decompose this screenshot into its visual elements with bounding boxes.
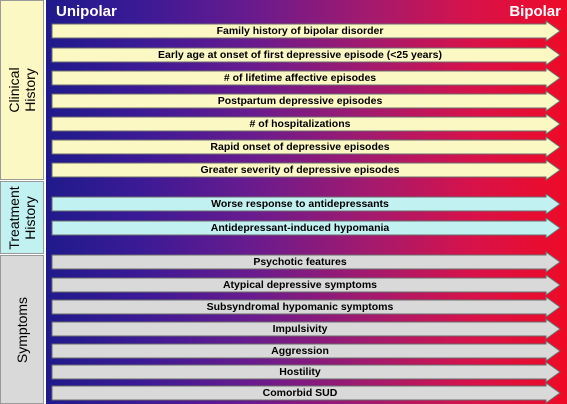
arrow-label-11: Atypical depressive symptoms	[222, 278, 378, 291]
arrow-label-13: Impulsivity	[272, 322, 328, 335]
arrow-14	[51, 340, 561, 362]
arrow-15	[51, 361, 561, 383]
arrow-label-3: # of lifetime affective episodes	[223, 71, 377, 84]
arrow-label-15: Hostility	[279, 365, 321, 378]
arrow-1	[51, 20, 561, 42]
arrow-label-5: # of hospitalizations	[249, 117, 351, 130]
arrow-5	[51, 113, 561, 135]
arrow-label-10: Psychotic features	[253, 255, 347, 268]
arrow-9	[51, 217, 561, 239]
unipolar-label: Unipolar	[56, 3, 117, 20]
arrow-label-6: Rapid onset of depressive episodes	[210, 140, 390, 153]
arrow-2	[51, 44, 561, 66]
arrow-label-9: Antidepressant-induced hypomania	[210, 221, 390, 234]
arrow-label-16: Comorbid SUD	[262, 386, 338, 399]
arrow-13	[51, 318, 561, 340]
arrow-16	[51, 382, 561, 404]
bipolar-label: Bipolar	[509, 3, 561, 20]
arrow-12	[51, 296, 561, 318]
arrow-6	[51, 136, 561, 158]
arrow-label-12: Subsyndromal hypomanic symptoms	[206, 300, 394, 313]
arrow-8	[51, 193, 561, 215]
arrow-10	[51, 251, 561, 273]
arrow-label-2: Early age at onset of first depressive e…	[158, 48, 442, 61]
arrow-11	[51, 274, 561, 296]
arrow-4	[51, 90, 561, 112]
clinical-history-panel: Clinical History	[0, 0, 44, 180]
arrow-3	[51, 67, 561, 89]
treatment-history-panel: Treatment History	[0, 181, 44, 254]
arrow-label-7: Greater severity of depressive episodes	[200, 163, 400, 176]
arrow-7	[51, 159, 561, 181]
symptoms-panel: Symptoms	[0, 255, 44, 404]
arrow-label-1: Family history of bipolar disorder	[216, 24, 384, 37]
arrow-label-4: Postpartum depressive episodes	[217, 94, 383, 107]
arrow-label-14: Aggression	[271, 344, 329, 357]
arrow-label-8: Worse response to antidepressants	[211, 197, 389, 210]
